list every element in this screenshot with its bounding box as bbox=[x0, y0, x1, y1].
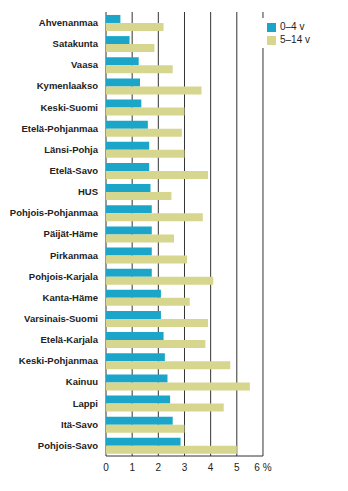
svg-text:Itä-Savo: Itä-Savo bbox=[61, 419, 98, 430]
svg-text:Varsinais-Suomi: Varsinais-Suomi bbox=[24, 313, 98, 324]
svg-text:Päijät-Häme: Päijät-Häme bbox=[44, 228, 98, 239]
svg-text:5: 5 bbox=[234, 462, 240, 473]
svg-text:Keski-Suomi: Keski-Suomi bbox=[40, 102, 98, 113]
svg-text:Vaasa: Vaasa bbox=[71, 59, 99, 70]
svg-text:Etelä-Karjala: Etelä-Karjala bbox=[40, 334, 98, 345]
svg-text:Kainuu: Kainuu bbox=[66, 376, 98, 387]
svg-text:Pohjois-Savo: Pohjois-Savo bbox=[38, 440, 98, 451]
svg-text:Keski-Pohjanmaa: Keski-Pohjanmaa bbox=[19, 355, 99, 366]
svg-text:2: 2 bbox=[156, 462, 162, 473]
svg-text:6 %: 6 % bbox=[254, 462, 271, 473]
html-text:5–14 v: 5–14 v bbox=[280, 34, 310, 45]
svg-text:Pirkanmaa: Pirkanmaa bbox=[50, 250, 99, 261]
svg-text:3: 3 bbox=[182, 462, 188, 473]
svg-text:Länsi-Pohja: Länsi-Pohja bbox=[44, 144, 99, 155]
html-text:0–4 v: 0–4 v bbox=[280, 21, 305, 32]
svg-text:Kanta-Häme: Kanta-Häme bbox=[43, 292, 98, 303]
svg-text:Ahvenanmaa: Ahvenanmaa bbox=[39, 17, 99, 28]
svg-text:1: 1 bbox=[129, 462, 135, 473]
svg-text:Pohjois-Pohjanmaa: Pohjois-Pohjanmaa bbox=[10, 207, 99, 218]
svg-text:Satakunta: Satakunta bbox=[53, 38, 99, 49]
svg-text:0: 0 bbox=[103, 462, 109, 473]
svg-text:HUS: HUS bbox=[78, 186, 98, 197]
svg-text:Lappi: Lappi bbox=[73, 398, 98, 409]
svg-text:Pohjois-Karjala: Pohjois-Karjala bbox=[29, 271, 99, 282]
svg-text:Etelä-Pohjanmaa: Etelä-Pohjanmaa bbox=[21, 123, 98, 134]
svg-text:Etelä-Savo: Etelä-Savo bbox=[49, 165, 98, 176]
svg-text:Kymenlaakso: Kymenlaakso bbox=[37, 80, 98, 91]
svg-text:4: 4 bbox=[208, 462, 214, 473]
